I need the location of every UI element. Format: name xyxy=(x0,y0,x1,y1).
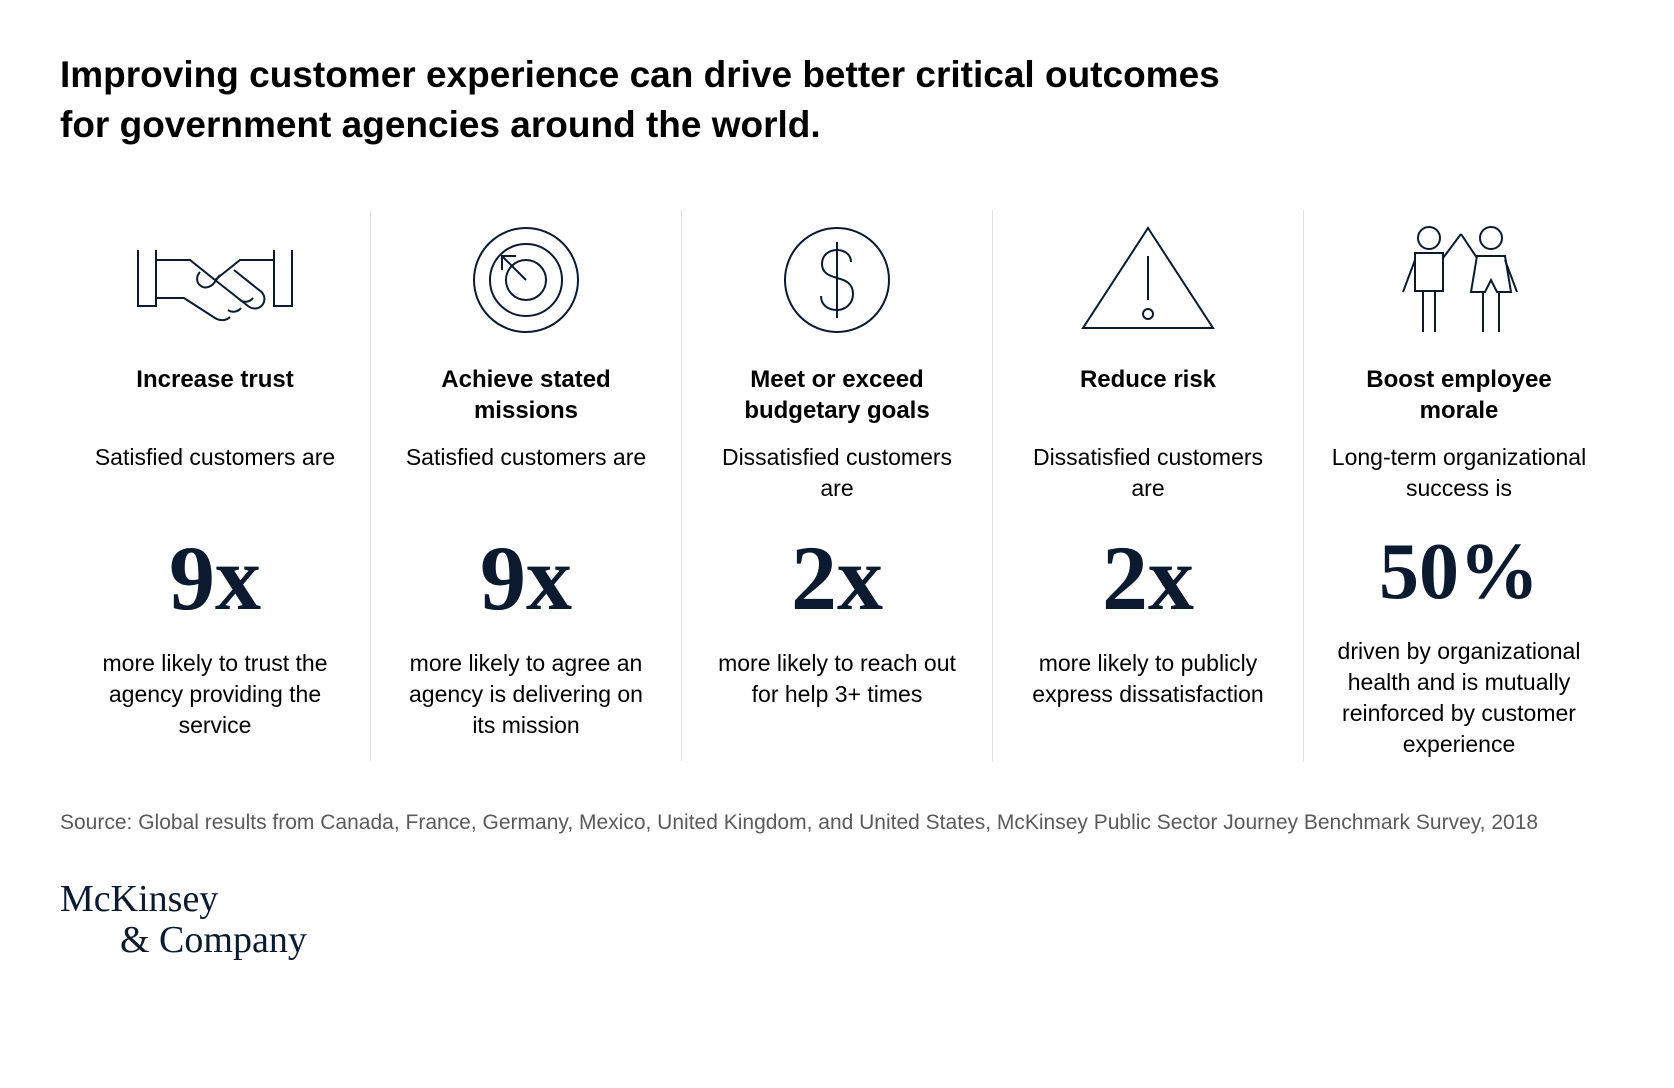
card-title: Reduce risk xyxy=(1080,364,1216,426)
card-stat: 50% xyxy=(1379,532,1539,612)
card-stat: 2x xyxy=(791,532,883,624)
card-title: Achieve stated missions xyxy=(397,364,655,426)
card-lead: Dissatisfied customers are xyxy=(1019,442,1277,504)
card-follow: more likely to reach out for help 3+ tim… xyxy=(708,648,966,710)
warning-icon xyxy=(1073,210,1223,350)
target-icon xyxy=(456,210,596,350)
card-follow: more likely to agree an agency is delive… xyxy=(397,648,655,741)
cards-row: Increase trust Satisfied customers are 9… xyxy=(60,210,1614,761)
card-title: Increase trust xyxy=(136,364,293,426)
logo-line2: & Company xyxy=(60,920,1614,962)
card-stat: 9x xyxy=(480,532,572,624)
card-lead: Dissatisfied customers are xyxy=(708,442,966,504)
mckinsey-logo: McKinsey & Company xyxy=(60,879,1614,963)
card-lead: Long-term organiza­tional success is xyxy=(1330,442,1588,504)
dollar-icon xyxy=(767,210,907,350)
card-stat: 9x xyxy=(169,532,261,624)
card-follow: more likely to trust the agency providin… xyxy=(86,648,344,741)
teamwork-icon xyxy=(1379,210,1539,350)
card-lead: Satisfied customers are xyxy=(95,442,335,504)
handshake-icon xyxy=(130,210,300,350)
card-follow: more likely to publicly express dissatis… xyxy=(1019,648,1277,710)
card-lead: Satisfied customers are xyxy=(406,442,646,504)
source-note: Source: Global results from Canada, Fran… xyxy=(60,811,1614,835)
card-reduce-risk: Reduce risk Dissatisfied customers are 2… xyxy=(993,210,1304,761)
card-title: Boost employee morale xyxy=(1330,364,1588,426)
card-budgetary-goals: Meet or exceed budgetary goals Dissatisf… xyxy=(682,210,993,761)
card-employee-morale: Boost employee morale Long-term organiza… xyxy=(1304,210,1614,761)
logo-line1: McKinsey xyxy=(60,879,1614,921)
card-achieve-missions: Achieve stated missions Satisfied custom… xyxy=(371,210,682,761)
card-stat: 2x xyxy=(1102,532,1194,624)
page-title: Improving customer experience can drive … xyxy=(60,50,1260,150)
card-increase-trust: Increase trust Satisfied customers are 9… xyxy=(60,210,371,761)
card-title: Meet or exceed budgetary goals xyxy=(708,364,966,426)
card-follow: driven by organizational health and is m… xyxy=(1330,636,1588,760)
